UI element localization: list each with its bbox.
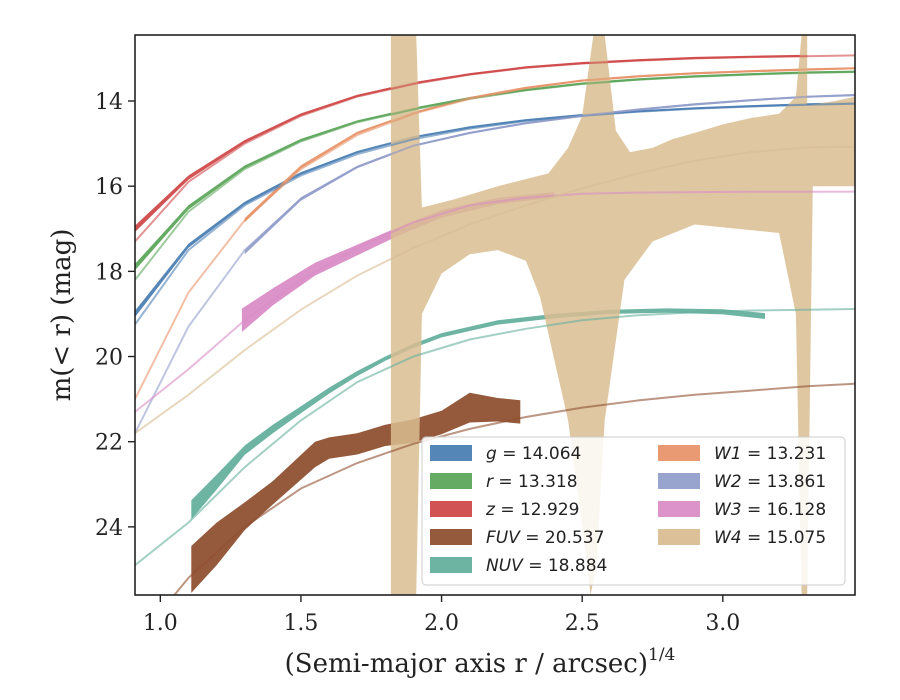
legend-frame [421,436,846,586]
plot-frame [134,34,856,596]
model-line-W2 [135,94,855,434]
legend-swatch-r [430,473,472,489]
model-line-W1 [135,67,855,400]
plot-area [135,35,855,595]
x-axis: 1.0 1.5 2.0 2.5 3.0 [143,595,740,636]
legend-label-W2: W2 = 13.861 [714,472,826,492]
legend-swatch-W2 [658,473,700,489]
models-layer [135,54,855,595]
model-line-z [135,54,855,243]
legend-label-W1: W1 = 13.231 [714,444,826,464]
legend-label-r: r = 13.318 [486,472,578,492]
x-axis-label: (Semi-major axis r / arcsec)1/4 [285,645,676,679]
legend-label-NUV: NUV = 18.884 [486,556,607,576]
x-tick-label: 1.5 [283,611,318,636]
legend-swatch-z [430,501,472,517]
y-tick-label: 18 [95,260,123,285]
legend-swatch-NUV [430,557,472,573]
x-tick-label: 1.0 [143,611,178,636]
x-tick-label: 2.5 [565,611,600,636]
band-W4 [390,35,855,595]
y-axis: 14 16 18 20 22 24 [95,90,135,541]
legend-label-W3: W3 = 16.128 [714,500,826,520]
legend-swatch-g [430,445,472,461]
legend-swatch-W4 [658,529,700,545]
legend-label-W4: W4 = 15.075 [714,528,826,548]
model-line-r [135,71,855,281]
legend-label-z: z = 12.929 [485,500,579,520]
x-tick-label: 2.0 [424,611,459,636]
y-tick-label: 24 [95,516,123,541]
y-tick-label: 20 [95,346,123,371]
y-tick-label: 16 [95,175,123,200]
legend: g = 14.064 r = 13.318 z = 12.929 FUV = 20.5… [421,436,846,586]
y-axis-label: m(< r) (mag) [47,229,77,402]
legend-swatch-FUV [430,529,472,545]
model-line-FUV [173,382,855,595]
model-line-NUV [135,308,855,566]
legend-label-FUV: FUV = 20.537 [486,528,604,548]
legend-swatch-W1 [658,445,700,461]
legend-swatch-W3 [658,501,700,517]
model-line-g [135,102,855,326]
bands-layer [135,35,855,595]
y-tick-label: 14 [95,90,123,115]
band-FUV [191,392,521,593]
model-line-W4 [135,145,855,435]
x-tick-label: 3.0 [705,611,740,636]
y-tick-label: 22 [95,431,123,456]
legend-label-g: g = 14.064 [486,444,581,464]
model-line-W3 [135,190,855,413]
